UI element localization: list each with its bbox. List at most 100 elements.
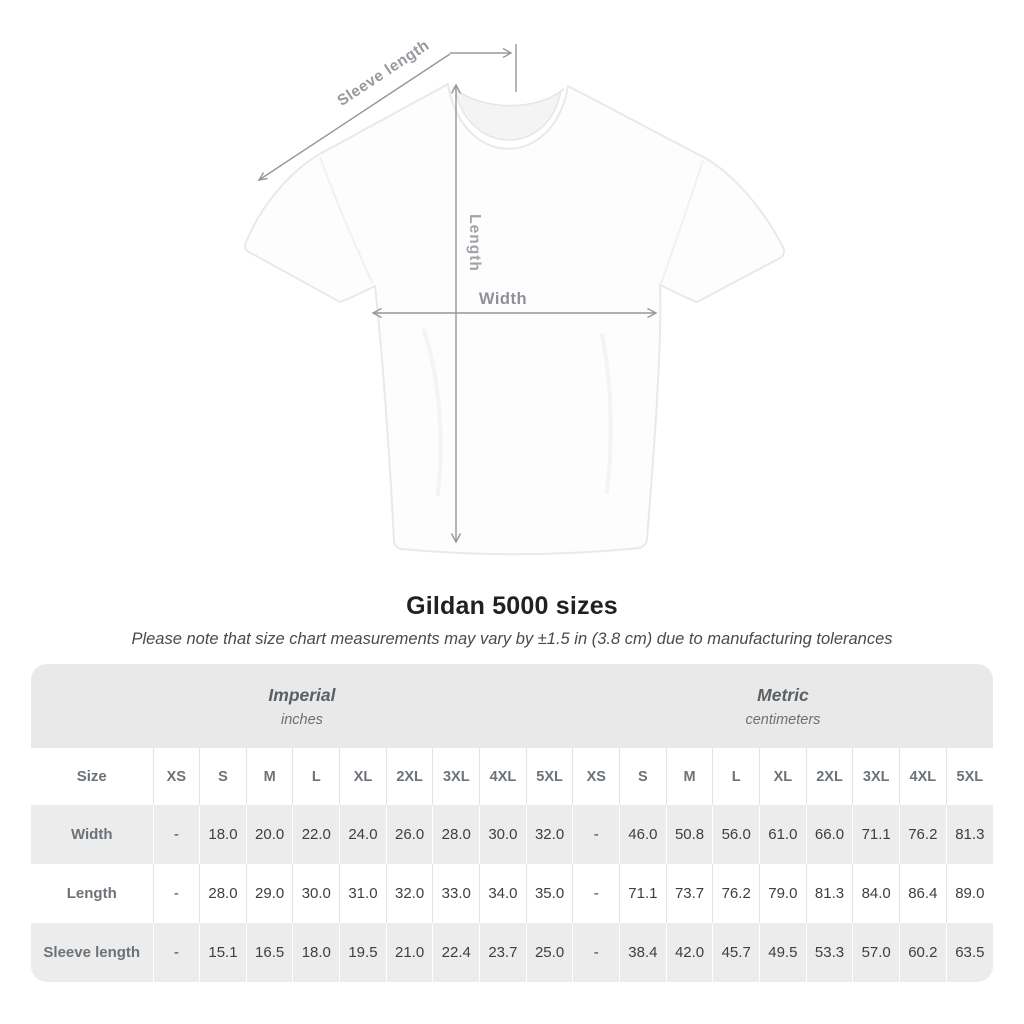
metric-sublabel: centimeters <box>745 711 821 728</box>
size-cell: XS <box>152 748 200 805</box>
width-arrow <box>371 307 658 319</box>
title-block: Gildan 5000 sizes Please note that size … <box>0 592 1024 649</box>
size-header-row: Size XS S M L XL 2XL 3XL 4XL 5XL XS S M … <box>31 748 993 805</box>
size-cell: L <box>292 748 340 805</box>
size-cell: 3XL <box>432 748 480 805</box>
sleeve-length-row: Sleeve length - 15.1 16.5 18.0 19.5 21.0… <box>31 923 993 982</box>
value-cell: 30.0 <box>292 864 340 923</box>
value-cell: 73.7 <box>665 864 713 923</box>
size-diagram: Sleeve length Length Width <box>244 37 785 556</box>
metric-header: Metric centimeters <box>572 664 993 748</box>
value-cell: 15.1 <box>199 923 247 982</box>
value-cell: 32.0 <box>525 805 573 864</box>
size-cell: M <box>245 748 293 805</box>
value-cell: - <box>152 805 200 864</box>
size-cell: 3XL <box>852 748 900 805</box>
row-label: Width <box>31 805 153 864</box>
wrinkle-line <box>600 333 613 494</box>
value-cell: 25.0 <box>525 923 573 982</box>
value-cell: 16.5 <box>245 923 293 982</box>
value-cell: 33.0 <box>432 864 480 923</box>
sleeve-length-arrow <box>257 44 517 181</box>
value-cell: 76.2 <box>899 805 947 864</box>
size-cell: L <box>712 748 760 805</box>
value-cell: 71.1 <box>619 864 667 923</box>
size-cell: 5XL <box>945 748 993 805</box>
collar-inner-edge <box>454 87 562 141</box>
collar-opening <box>455 88 561 141</box>
value-cell: 18.0 <box>292 923 340 982</box>
tshirt-illustration: Sleeve length Length Width <box>244 37 785 556</box>
value-cell: 50.8 <box>665 805 713 864</box>
value-cell: - <box>572 805 620 864</box>
value-cell: - <box>152 923 200 982</box>
value-cell: 26.0 <box>385 805 433 864</box>
size-cell: 2XL <box>385 748 433 805</box>
value-cell: 79.0 <box>759 864 807 923</box>
page-title: Gildan 5000 sizes <box>406 592 618 620</box>
value-cell: 35.0 <box>525 864 573 923</box>
value-cell: 71.1 <box>852 805 900 864</box>
value-cell: 66.0 <box>805 805 853 864</box>
imperial-sublabel: inches <box>280 711 323 728</box>
wrinkle-line <box>422 328 443 497</box>
size-cell: XS <box>572 748 620 805</box>
value-cell: 31.0 <box>339 864 387 923</box>
value-cell: 18.0 <box>199 805 247 864</box>
size-cell: XL <box>759 748 807 805</box>
value-cell: 34.0 <box>479 864 527 923</box>
value-cell: 76.2 <box>712 864 760 923</box>
size-cell: 2XL <box>805 748 853 805</box>
size-cell: XL <box>339 748 387 805</box>
value-cell: 21.0 <box>385 923 433 982</box>
right-sleeve-seam <box>660 159 704 285</box>
value-cell: 61.0 <box>759 805 807 864</box>
left-sleeve-seam <box>319 156 374 285</box>
value-cell: 86.4 <box>899 864 947 923</box>
value-cell: 60.2 <box>899 923 947 982</box>
unit-header-row: Imperial inches Metric centimeters <box>31 664 993 748</box>
value-cell: 49.5 <box>759 923 807 982</box>
value-cell: - <box>572 923 620 982</box>
width-label: Width <box>479 290 527 308</box>
value-cell: 28.0 <box>199 864 247 923</box>
row-label: Sleeve length <box>31 923 153 982</box>
imperial-header: Imperial inches <box>31 664 573 748</box>
metric-label: Metric <box>757 684 809 705</box>
size-chart: Imperial inches Metric centimeters Size … <box>31 664 993 982</box>
value-cell: 28.0 <box>432 805 480 864</box>
value-cell: 20.0 <box>245 805 293 864</box>
imperial-label: Imperial <box>268 684 336 705</box>
value-cell: 84.0 <box>852 864 900 923</box>
size-cell: S <box>619 748 667 805</box>
tolerance-note: Please note that size chart measurements… <box>131 630 893 648</box>
value-cell: 81.3 <box>945 805 993 864</box>
length-row: Length - 28.0 29.0 30.0 31.0 32.0 33.0 3… <box>31 864 993 923</box>
value-cell: 38.4 <box>619 923 667 982</box>
value-cell: 81.3 <box>805 864 853 923</box>
size-cell: S <box>199 748 247 805</box>
value-cell: 32.0 <box>385 864 433 923</box>
value-cell: 30.0 <box>479 805 527 864</box>
value-cell: 63.5 <box>945 923 993 982</box>
size-cell: 5XL <box>525 748 573 805</box>
tshirt-outline <box>244 83 785 556</box>
value-cell: 45.7 <box>712 923 760 982</box>
value-cell: 56.0 <box>712 805 760 864</box>
size-cell: 4XL <box>479 748 527 805</box>
value-cell: 23.7 <box>479 923 527 982</box>
value-cell: 53.3 <box>805 923 853 982</box>
value-cell: 29.0 <box>245 864 293 923</box>
size-chart-table: Imperial inches Metric centimeters Size … <box>31 664 993 982</box>
size-cell: 4XL <box>899 748 947 805</box>
length-label: Length <box>466 214 483 272</box>
value-cell: 42.0 <box>665 923 713 982</box>
value-cell: 57.0 <box>852 923 900 982</box>
width-row: Width - 18.0 20.0 22.0 24.0 26.0 28.0 30… <box>31 805 993 864</box>
value-cell: 19.5 <box>339 923 387 982</box>
value-cell: 89.0 <box>945 864 993 923</box>
value-cell: - <box>152 864 200 923</box>
collar-back-edge <box>451 86 565 107</box>
value-cell: 22.0 <box>292 805 340 864</box>
value-cell: 22.4 <box>432 923 480 982</box>
